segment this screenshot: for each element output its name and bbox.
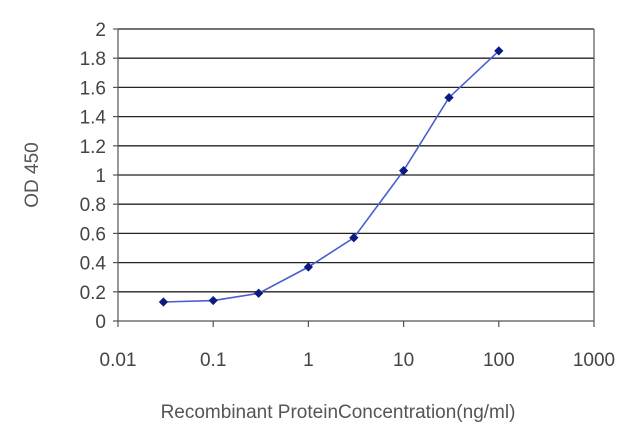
y-tick-label-3: 0.6: [80, 224, 106, 245]
data-point-0-3: [303, 262, 313, 272]
series-line-0: [163, 50, 500, 303]
x-tick-label-0: 0.01: [100, 350, 137, 371]
x-axis-ticks: 0.01 0.1 1 10 100 1000: [100, 321, 615, 371]
y-tick-label-10: 2: [95, 20, 106, 41]
x-axis-title: Recombinant ProteinConcentration(ng/ml): [161, 402, 516, 423]
y-tick-label-0: 0: [95, 312, 106, 333]
x-tick-label-5: 1000: [573, 350, 615, 371]
data-point-0-0: [158, 297, 169, 307]
x-tick-label-2: 1: [303, 350, 314, 371]
data-point-0-2: [254, 288, 264, 298]
y-tick-label-6: 1.2: [80, 137, 106, 158]
data-point-0-1: [208, 295, 218, 306]
data-point-0-5: [399, 166, 409, 176]
gridlines: [118, 28, 594, 293]
data-point-0-7: [494, 46, 504, 56]
data-point-0-4: [349, 233, 359, 243]
y-tick-label-7: 1.4: [80, 108, 107, 129]
data-point-0-6: [444, 93, 454, 103]
y-tick-label-9: 1.8: [80, 49, 106, 70]
y-tick-label-4: 0.8: [80, 195, 106, 216]
y-tick-label-1: 0.2: [80, 283, 106, 304]
y-tick-label-5: 1: [95, 166, 106, 187]
x-tick-label-1: 0.1: [200, 350, 226, 371]
series-group: [158, 46, 504, 307]
y-axis-title: OD 450: [22, 142, 43, 207]
y-tick-label-8: 1.6: [80, 78, 106, 99]
y-axis-ticks: 0 0.2 0.4 0.6 0.8 1 1.2 1.4 1.6 1.8 2: [80, 20, 118, 333]
x-tick-label-3: 10: [393, 350, 414, 371]
y-tick-label-2: 0.4: [80, 254, 107, 275]
x-tick-label-4: 100: [483, 350, 515, 371]
